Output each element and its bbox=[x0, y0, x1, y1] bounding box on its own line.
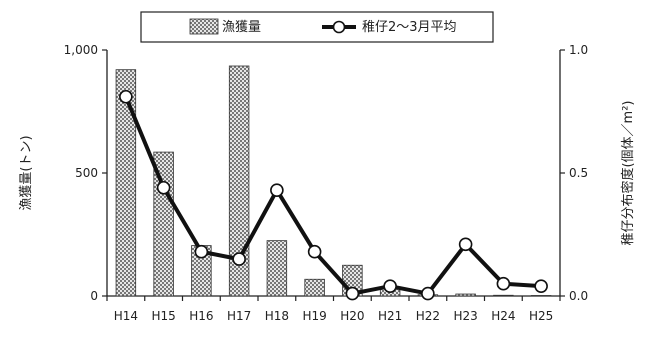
bar-H19 bbox=[304, 278, 325, 297]
line-path bbox=[124, 95, 542, 296]
line-series bbox=[119, 89, 548, 301]
x-tick-label: H17 bbox=[227, 309, 251, 323]
bar-H23 bbox=[455, 293, 476, 297]
legend-bar-label: 漁獲量 bbox=[222, 20, 261, 35]
x-tick-label: H19 bbox=[302, 309, 326, 323]
y-left-tick-label: 500 bbox=[75, 166, 98, 180]
y-left-axis-title: 漁獲量(トン) bbox=[19, 135, 34, 210]
y-left-ticks: 0 500 1,000 bbox=[64, 43, 107, 303]
x-tick-label: H21 bbox=[378, 309, 402, 323]
bar-series bbox=[115, 65, 552, 297]
line-point-H16 bbox=[194, 244, 209, 259]
line-point-H22 bbox=[421, 286, 435, 301]
line-point-H14 bbox=[119, 89, 133, 104]
legend-line-label: 稚仔2～3月平均 bbox=[362, 20, 457, 35]
legend-line-marker bbox=[332, 20, 346, 34]
bar-H14 bbox=[115, 69, 137, 297]
x-tick-label: H20 bbox=[340, 309, 364, 323]
y-left-tick-label: 0 bbox=[90, 289, 98, 303]
x-tick-label: H15 bbox=[151, 309, 175, 323]
line-point-H18 bbox=[270, 183, 284, 198]
line-point-H20 bbox=[345, 286, 360, 301]
x-tick-label: H24 bbox=[491, 309, 515, 323]
axes bbox=[106, 50, 561, 297]
bar-H24 bbox=[493, 294, 514, 297]
x-tick-label: H14 bbox=[114, 309, 138, 323]
bar-H17 bbox=[228, 65, 250, 297]
line-point-H25 bbox=[534, 279, 548, 293]
legend: 漁獲量 稚仔2～3月平均 bbox=[140, 11, 494, 43]
bar-H18 bbox=[266, 240, 288, 297]
x-tick-label: H22 bbox=[416, 309, 440, 323]
y-right-ticks: 0.0 0.5 1.0 bbox=[560, 43, 588, 303]
y-right-axis-title: 稚仔分布密度(個体／m²) bbox=[620, 100, 636, 245]
y-right-tick-label: 0.5 bbox=[569, 166, 588, 180]
legend-bar-swatch bbox=[189, 18, 219, 35]
y-right-tick-label: 1.0 bbox=[569, 43, 588, 57]
x-tick-label: H25 bbox=[529, 309, 553, 323]
y-left-tick-label: 1,000 bbox=[64, 43, 98, 57]
x-tick-label: H23 bbox=[453, 309, 477, 323]
line-point-H23 bbox=[458, 237, 473, 252]
line-point-H24 bbox=[496, 276, 511, 291]
line-point-H19 bbox=[307, 244, 322, 259]
line-point-H17 bbox=[232, 252, 246, 266]
x-tick-label: H18 bbox=[265, 309, 289, 323]
line-point-H21 bbox=[383, 279, 397, 293]
x-tick-label: H16 bbox=[189, 309, 213, 323]
line-point-H15 bbox=[156, 180, 171, 195]
y-right-tick-label: 0.0 bbox=[569, 289, 588, 303]
x-ticks: H14 H15 H16 H17 H18 H19 H20 H21 H22 H23 H24 H25 bbox=[106, 296, 561, 323]
